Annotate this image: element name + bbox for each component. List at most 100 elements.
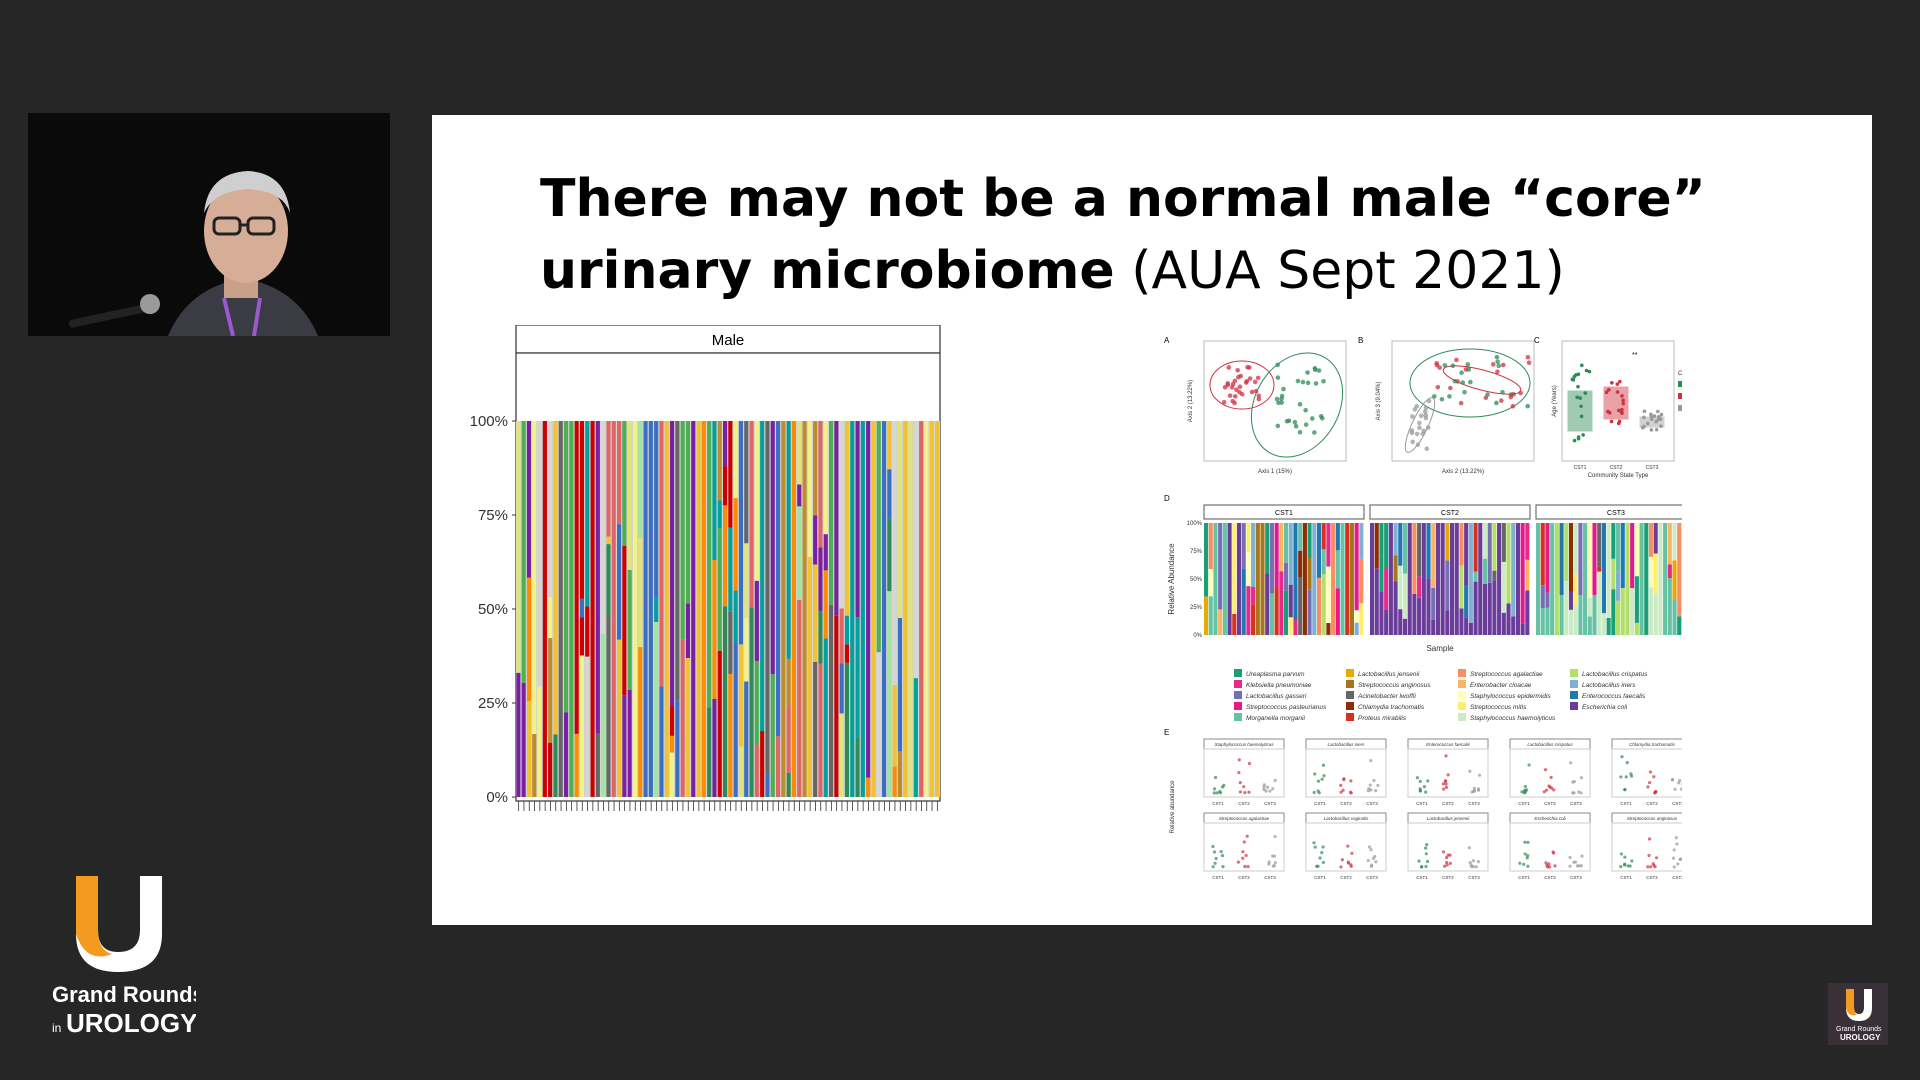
panel-d-bar-segment (1459, 523, 1464, 566)
panel-e-point (1313, 772, 1317, 776)
bar-segment (866, 777, 871, 797)
bar-segment (770, 674, 775, 797)
panel-b-point (1415, 442, 1421, 448)
panel-e-tick-label: CST1 (1314, 875, 1326, 880)
panel-d-bar-segment (1232, 613, 1237, 635)
panel-d-bar-segment (1468, 622, 1473, 635)
panel-d-bar-segment (1298, 550, 1303, 578)
legend-key (1346, 691, 1354, 699)
panel-e-point (1548, 785, 1552, 789)
panel-e-point (1212, 787, 1217, 791)
legend-key (1346, 680, 1354, 688)
panel-d-bar-segment (1307, 523, 1312, 558)
panel-d-bar-segment (1658, 523, 1663, 635)
panel-d-bar-segment (1525, 559, 1530, 591)
bar-segment (627, 569, 632, 691)
panel-d-bar-segment (1568, 609, 1574, 635)
panel-c-point (1579, 404, 1583, 409)
panel-d-bar-segment (1587, 523, 1592, 598)
panel-d-bar-segment (1601, 523, 1606, 614)
panel-d-bar-segment (1525, 523, 1530, 560)
panel-d-bar-segment (1630, 523, 1635, 589)
legend-key (1458, 669, 1466, 677)
bar-segment (659, 686, 664, 797)
panel-e-point (1346, 861, 1351, 865)
panel-e-point (1523, 788, 1527, 792)
panel-d-bar-segment (1251, 523, 1256, 588)
panel-d-bar-segment (1497, 523, 1502, 635)
panel-e-frame (1305, 822, 1387, 872)
panel-d-bar-segment (1506, 523, 1511, 604)
panel-e-point (1469, 863, 1473, 867)
panel-d-bar-segment (1492, 523, 1497, 571)
legend-key (1234, 702, 1242, 710)
panel-e-point (1551, 850, 1555, 854)
panel-c-legend-key (1678, 393, 1682, 399)
panel-d-bar-segment (1559, 523, 1564, 596)
panel-e-tick-label: CST1 (1212, 875, 1224, 880)
bar-segment (823, 421, 828, 535)
panel-e-point (1313, 845, 1317, 849)
panel-d-bar-segment (1459, 565, 1464, 609)
panel-b-point (1485, 392, 1490, 397)
panel-a-point (1297, 402, 1303, 407)
panel-d-bar-segment (1648, 523, 1654, 557)
y-tick-label: 25% (478, 695, 508, 712)
bar-segment (887, 469, 892, 519)
bar-segment (585, 421, 590, 607)
panel-d-bar-segment (1616, 571, 1621, 601)
panel-b-point (1495, 359, 1500, 365)
panel-d-bar-segment (1564, 523, 1569, 581)
panel-d-bar-segment (1208, 568, 1213, 597)
panel-d-bar-segment (1326, 622, 1331, 635)
panel-d-bar-segment (1388, 523, 1393, 635)
panel-e-point (1340, 858, 1344, 862)
panel-e-frame (1611, 748, 1682, 798)
panel-c-point (1621, 401, 1626, 406)
legend-label: Lactobacillus crispatus (1582, 671, 1648, 678)
speaker-silhouette (28, 113, 390, 336)
panel-b-point (1414, 431, 1420, 437)
panel-e-point (1312, 841, 1316, 845)
panel-c-point (1619, 410, 1624, 414)
panel-e-point (1342, 778, 1346, 782)
panel-b-point (1442, 363, 1448, 368)
panel-a-point (1300, 379, 1306, 385)
panel-d-bar-segment (1236, 523, 1242, 635)
panel-d-bar-segment (1573, 605, 1578, 635)
panel-d-xlabel: Sample (1426, 644, 1454, 653)
panel-c-point (1576, 384, 1580, 389)
panel-b-point (1495, 369, 1500, 375)
panel-d-bar-segment (1370, 523, 1375, 635)
panel-e-point (1262, 787, 1266, 792)
panel-e-point (1424, 864, 1428, 869)
bar-segment (579, 655, 584, 797)
panel-a-point (1247, 376, 1253, 381)
panel-b-point (1508, 394, 1514, 400)
panel-d-bar-segment (1445, 560, 1450, 611)
panel-e-tick-label: CST1 (1620, 875, 1632, 880)
panel-b-point (1525, 354, 1531, 360)
panel-d-bar-segment (1663, 523, 1668, 635)
bar-segment (548, 421, 553, 597)
bar-segment (723, 505, 728, 607)
bar-segment (685, 421, 690, 604)
y-tick-label: 100% (470, 413, 508, 430)
panel-e-point (1623, 855, 1627, 859)
panel-e-point (1214, 856, 1218, 861)
panel-d-bar-segment (1459, 608, 1464, 635)
panel-a-point (1253, 388, 1259, 394)
panel-b-ellipse-green (1409, 348, 1531, 418)
panel-c-point (1615, 390, 1620, 394)
panel-d-bar-segment (1468, 523, 1473, 623)
panel-c-point (1659, 412, 1664, 417)
legend-key (1458, 680, 1466, 688)
panel-c-legend-title: CST (1678, 371, 1682, 377)
panel-d-bar-segment (1454, 523, 1459, 635)
panel-c-point (1575, 395, 1579, 400)
panel-e-point (1679, 787, 1682, 791)
panel-b-point (1420, 431, 1426, 437)
panel-e-tick-label: CST3 (1468, 875, 1480, 880)
panel-e-point (1543, 768, 1548, 772)
panel-d-bar-segment (1611, 558, 1616, 590)
